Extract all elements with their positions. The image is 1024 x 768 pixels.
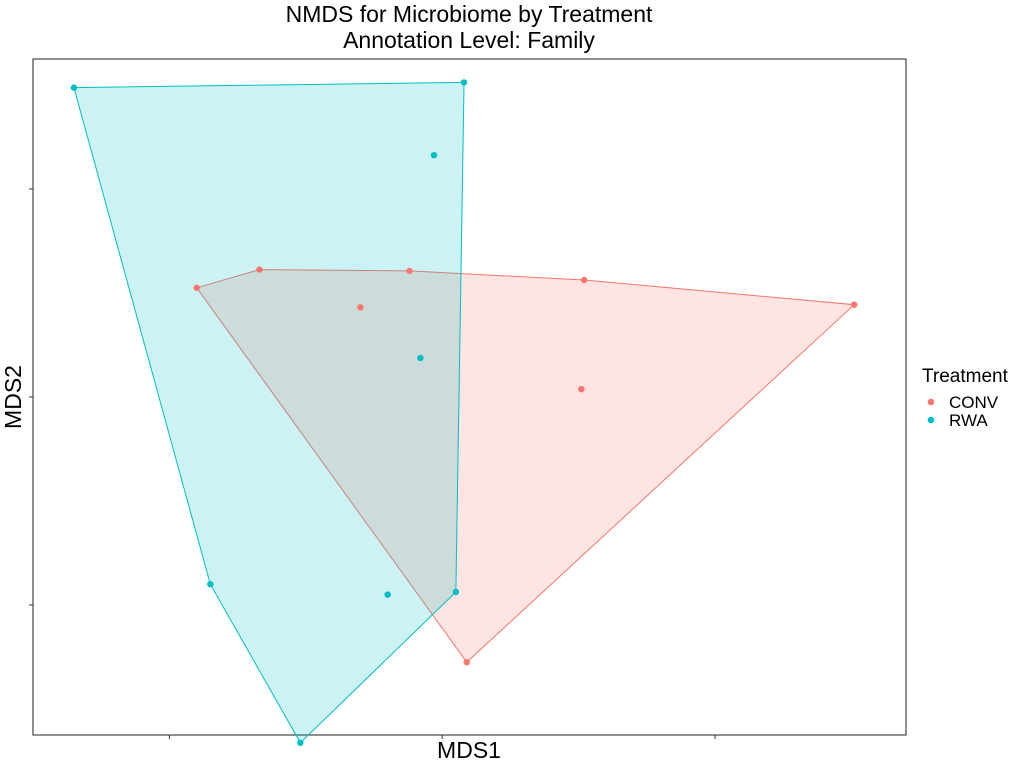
chart-subtitle: Annotation Level: Family	[343, 27, 595, 53]
point-rwa	[384, 591, 391, 598]
tick-layer	[29, 188, 716, 739]
legend-key-conv	[927, 398, 935, 406]
point-rwa	[417, 354, 424, 362]
point-rwa	[207, 581, 214, 588]
point-rwa	[452, 588, 460, 596]
hull-rwa	[73, 81, 465, 744]
legend-title: Treatment	[922, 366, 1009, 387]
point-conv	[193, 284, 200, 291]
x-axis-label: MDS1	[437, 737, 501, 763]
point-rwa	[460, 79, 468, 86]
point-layer	[70, 79, 858, 746]
hull-layer	[73, 81, 856, 744]
legend-label-rwa: RWA	[949, 411, 988, 430]
point-conv	[580, 276, 588, 284]
point-conv	[406, 267, 413, 275]
legend-key-rwa	[927, 416, 935, 424]
point-conv	[256, 266, 263, 273]
chart-title: NMDS for Microbiome by Treatment	[286, 1, 653, 27]
y-axis-label: MDS2	[0, 365, 26, 429]
point-conv	[578, 386, 585, 393]
point-rwa	[430, 152, 438, 159]
legend-item-rwa: RWA	[927, 411, 988, 430]
point-conv	[850, 301, 858, 308]
point-rwa	[70, 84, 78, 91]
point-conv	[463, 659, 470, 666]
point-conv	[357, 304, 364, 311]
point-rwa	[297, 739, 304, 746]
legend-label-conv: CONV	[949, 393, 999, 412]
legend-item-conv: CONV	[927, 393, 999, 412]
